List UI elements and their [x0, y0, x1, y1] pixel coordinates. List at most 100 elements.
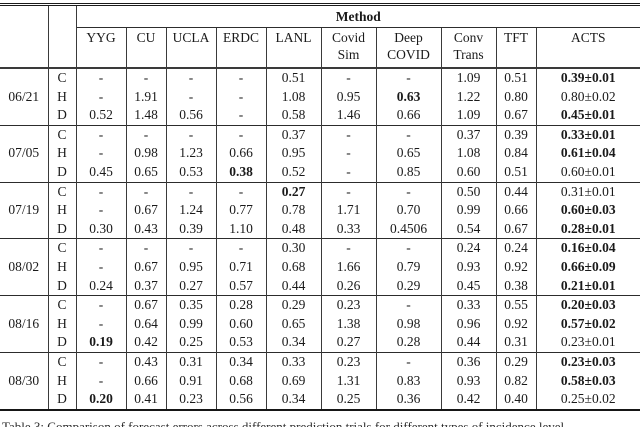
value-cell: 0.45 [76, 162, 127, 183]
value-cell: 0.71 [216, 257, 267, 277]
value-cell: - [216, 106, 267, 126]
value-cell: 0.60±0.01 [560, 163, 616, 179]
value-cell: - [376, 124, 442, 145]
date-cell: 08/16 [0, 295, 49, 353]
column-header-erdc: ERDC [216, 27, 267, 69]
value-cell: 0.96 [441, 314, 497, 334]
value-cell: 0.85 [376, 162, 442, 183]
value-cell: 0.50 [441, 181, 497, 202]
value-cell: - [321, 162, 377, 183]
value-cell: - [321, 238, 377, 258]
column-header-conv-trans: Conv Trans [441, 27, 497, 69]
column-header-yyg: YYG [76, 27, 127, 69]
target-cell: D [48, 276, 77, 296]
value-cell: 0.34 [266, 333, 322, 353]
target-cell: D [48, 106, 77, 126]
value-cell: 0.31 [166, 351, 217, 372]
value-cell: 1.22 [441, 87, 497, 107]
value-cell: 1.71 [321, 201, 377, 220]
value-cell: 0.25±0.02 [560, 391, 616, 407]
value-cell: 0.84 [496, 144, 537, 163]
value-cell: - [76, 257, 127, 277]
value-cell: 0.44 [496, 181, 537, 202]
value-cell: - [321, 124, 377, 145]
column-header-deep-covid: Deep COVID [376, 27, 442, 69]
value-cell: 0.98 [376, 314, 442, 334]
value-cell: 0.70 [376, 201, 442, 220]
value-cell: 0.58 [266, 106, 322, 126]
value-cell: - [76, 314, 127, 334]
value-cell: 0.56 [166, 106, 217, 126]
table-body: 06/21 C - - - -0.51- -1.09 0.51 0.39±0.01 H -1.91-… [0, 68, 640, 410]
value-cell: 0.27 [266, 181, 322, 202]
value-cell: 0.52 [76, 106, 127, 126]
target-cell: H [48, 87, 77, 107]
value-cell: 0.80±0.02 [560, 88, 616, 104]
value-cell: 0.35 [166, 295, 217, 315]
value-cell: - [76, 351, 127, 372]
value-cell: 0.23 [321, 351, 377, 372]
target-cell: C [48, 238, 77, 258]
value-cell: 0.23±0.03 [536, 351, 640, 372]
value-cell: 0.64 [126, 314, 167, 334]
results-table: Method YYG CU UCLA ERDC LANL Covid Sim Deep COVID… [0, 3, 640, 411]
date-cell: 07/05 [0, 124, 49, 183]
value-cell: 0.58±0.03 [560, 372, 616, 388]
value-cell: 0.27 [166, 276, 217, 296]
value-cell: - [166, 68, 217, 88]
value-cell: - [376, 295, 442, 315]
column-header-covid-sim: Covid Sim [321, 27, 377, 69]
method-group-header: Method [76, 4, 640, 28]
value-cell: 0.63 [376, 87, 442, 107]
value-cell: 0.60 [441, 162, 497, 183]
value-cell: - [166, 181, 217, 202]
value-cell: - [321, 68, 377, 88]
target-cell: H [48, 371, 77, 391]
value-cell: 0.33±0.01 [536, 124, 640, 145]
target-cell: C [48, 124, 77, 145]
value-cell: 0.42 [126, 333, 167, 353]
value-cell: - [376, 68, 442, 88]
value-cell: 0.68 [266, 257, 322, 277]
value-cell: 0.31±0.01 [536, 181, 640, 202]
value-cell: 0.40 [496, 390, 537, 410]
column-header-ucla: UCLA [166, 27, 217, 69]
value-cell: 0.92 [496, 314, 537, 334]
value-cell: 1.08 [266, 87, 322, 107]
value-cell: 0.33 [266, 351, 322, 372]
value-cell: 1.31 [321, 371, 377, 391]
target-cell: D [48, 219, 77, 239]
value-cell: 0.30 [76, 219, 127, 239]
value-cell: 0.33 [441, 295, 497, 315]
value-cell: - [126, 124, 167, 145]
value-cell: 1.91 [126, 87, 167, 107]
value-cell: 0.83 [376, 371, 442, 391]
value-cell: 0.37 [266, 124, 322, 145]
header-target-spacer [48, 4, 77, 28]
value-cell: 0.98 [126, 144, 167, 163]
value-cell: 0.60±0.03 [560, 202, 616, 218]
value-cell: 0.53 [216, 333, 267, 353]
column-header-cu: CU [126, 27, 167, 69]
target-cell: C [48, 351, 77, 372]
value-cell: 0.37 [126, 276, 167, 296]
value-cell: 0.29 [376, 276, 442, 296]
value-cell: - [76, 87, 127, 107]
value-cell: 0.16±0.04 [536, 238, 640, 258]
value-cell: 0.67 [126, 295, 167, 315]
value-cell: 0.67 [126, 257, 167, 277]
value-cell: 0.45±0.01 [560, 107, 616, 123]
value-cell: 1.09 [441, 68, 497, 88]
value-cell: 0.52 [266, 162, 322, 183]
value-cell: 0.93 [441, 371, 497, 391]
value-cell: 0.28 [376, 333, 442, 353]
target-cell: H [48, 144, 77, 163]
date-cell: 08/30 [0, 351, 49, 410]
value-cell: 1.23 [166, 144, 217, 163]
value-cell: - [126, 181, 167, 202]
target-cell: C [48, 181, 77, 202]
value-cell: 0.41 [126, 390, 167, 410]
date-cell: 06/21 [0, 68, 49, 126]
value-cell: - [76, 124, 127, 145]
